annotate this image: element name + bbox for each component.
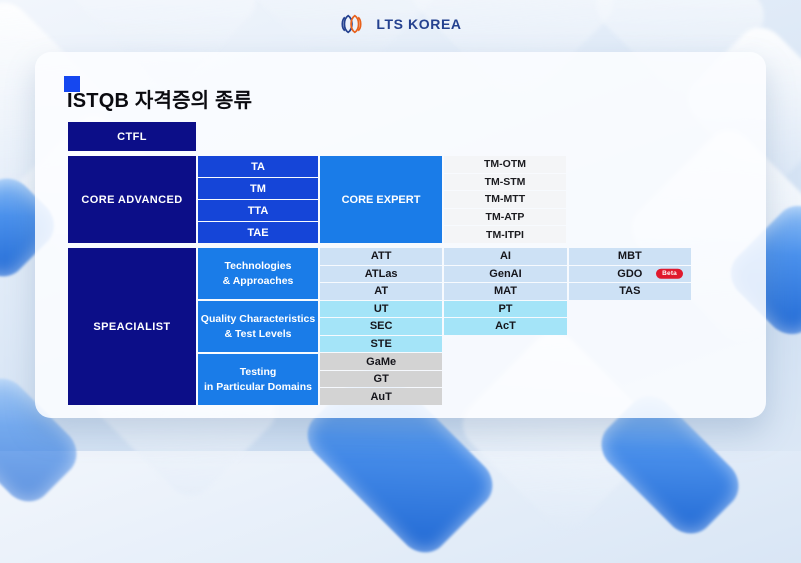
cert-tm-atp: TM-ATP — [444, 208, 566, 226]
cert-tae: TAE — [198, 222, 318, 243]
empty-cell — [569, 336, 691, 353]
cert-gdo: GDO Beta — [568, 265, 691, 283]
category-line: Technologies — [224, 260, 292, 273]
core-advanced-label: CORE ADVANCED — [68, 156, 196, 243]
cert-mat: MAT — [444, 283, 567, 300]
cert-gt: GT — [320, 370, 443, 388]
cert-act: AcT — [444, 318, 567, 335]
certification-table: CTFL CORE ADVANCED TA TM TTA TAE CORE EX… — [68, 122, 691, 405]
category-line: in Particular Domains — [204, 380, 312, 393]
cert-tas: TAS — [568, 283, 691, 300]
specialist-cert-grid: ATT AI MBT ATLas GenAI GDO Beta AT MAT T… — [320, 248, 691, 405]
core-expert-items: TM-OTM TM-STM TM-MTT TM-ATP TM-ITPI — [444, 156, 566, 243]
cert-ste: STE — [320, 335, 443, 353]
cert-tm-mtt: TM-MTT — [444, 191, 566, 208]
empty-cell — [569, 371, 691, 388]
cert-tm-itpi: TM-ITPI — [444, 226, 566, 243]
cert-ut: UT — [320, 300, 443, 318]
category-line: & Approaches — [222, 274, 294, 287]
empty-cell — [444, 353, 566, 370]
empty-cell — [569, 301, 691, 318]
category-technologies-approaches: Technologies & Approaches — [198, 248, 318, 299]
category-line: Quality Characteristics — [200, 313, 316, 326]
page-title: ISTQB 자격증의 종류 — [67, 90, 253, 112]
empty-cell — [569, 318, 691, 335]
cert-sec: SEC — [320, 318, 443, 335]
cert-att: ATT — [320, 248, 443, 265]
cert-ai: AI — [444, 248, 567, 265]
specialist-categories: Technologies & Approaches Quality Charac… — [198, 248, 318, 405]
gdo-new-badge: Beta — [656, 268, 683, 280]
category-line: Testing — [239, 366, 277, 379]
cert-tm-otm: TM-OTM — [444, 156, 566, 173]
cert-aut: AuT — [320, 388, 443, 405]
empty-cell — [444, 388, 566, 405]
empty-cell — [444, 371, 566, 388]
empty-cell — [569, 388, 691, 405]
cert-atlas: ATLas — [320, 265, 443, 283]
brand-name: LTS KOREA — [376, 16, 462, 32]
cert-at: AT — [320, 283, 443, 300]
brand-header: LTS KOREA — [0, 13, 801, 35]
core-advanced-items: TA TM TTA TAE — [198, 156, 318, 243]
cert-tm-stm: TM-STM — [444, 173, 566, 191]
title-accent-square — [64, 76, 80, 92]
category-line: & Test Levels — [224, 327, 292, 340]
cert-pt: PT — [444, 300, 567, 318]
cert-ta: TA — [198, 156, 318, 177]
category-particular-domains: Testing in Particular Domains — [198, 354, 318, 405]
core-expert-label: CORE EXPERT — [320, 156, 442, 243]
cert-gdo-label: GDO — [617, 267, 643, 280]
empty-cell — [444, 336, 566, 353]
empty-cell — [569, 353, 691, 370]
cert-game: GaMe — [320, 353, 443, 370]
cert-tm: TM — [198, 178, 318, 199]
cert-ctfl: CTFL — [68, 122, 196, 151]
cert-tta: TTA — [198, 200, 318, 221]
category-quality-test-levels: Quality Characteristics & Test Levels — [198, 301, 318, 352]
lts-logo-icon — [339, 13, 369, 35]
cert-mbt: MBT — [568, 248, 691, 265]
cert-genai: GenAI — [444, 265, 567, 283]
specialist-label: SPEACIALIST — [68, 248, 196, 405]
